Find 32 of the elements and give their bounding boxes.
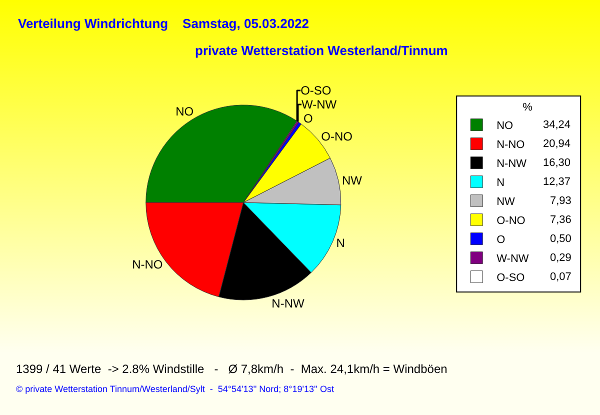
data-label: 20,94	[543, 138, 571, 150]
slice-label: O	[303, 111, 313, 126]
slice-label: NW	[342, 173, 363, 188]
legend-label: O	[496, 234, 506, 246]
data-label: 0,07	[550, 271, 572, 283]
legend-label: N	[496, 177, 505, 190]
legend-label: N-NO	[496, 139, 526, 152]
data-label: 12,37	[543, 176, 571, 188]
legend-label: N-NW	[496, 158, 528, 170]
text: 1399 / 41 Werte -> 2.8% Windstille - Ø 7,8km/h - Max. 24,1km/h = Windböen	[16, 362, 448, 376]
data-label: 7,36	[550, 214, 572, 226]
data-label: 16,30	[543, 157, 571, 169]
chart-title: Verteilung Windrichtung Samstag, 05.03.2022	[18, 16, 310, 31]
legend-label: W-NW	[496, 253, 530, 266]
slice-label: O-NO	[321, 129, 353, 144]
data-label: 7,93	[550, 195, 572, 207]
slice-label: O-SO	[300, 83, 332, 98]
chart-subtitle: private Wetterstation Westerland/Tinnum	[195, 43, 448, 58]
data-label: 0,50	[550, 233, 572, 245]
slice-label: W-NW	[301, 97, 338, 112]
legend-title: %	[522, 101, 533, 114]
slice-label: N-NO	[132, 258, 163, 272]
slice-label: N-NW	[272, 296, 306, 310]
slice-label: NO	[176, 104, 194, 118]
legend-label: O-SO	[496, 272, 526, 284]
slice-label: N	[336, 236, 345, 250]
legend-label: NW	[496, 196, 516, 208]
legend-label: O-NO	[496, 215, 526, 228]
text: © private Wetterstation Tinnum/Westerland/Sylt - 54°54'13'' Nord; 8°19'13'' Ost	[16, 384, 334, 394]
data-label: 0,29	[550, 252, 572, 264]
legend-label: NO	[496, 120, 514, 132]
data-label: 34,24	[543, 119, 571, 131]
